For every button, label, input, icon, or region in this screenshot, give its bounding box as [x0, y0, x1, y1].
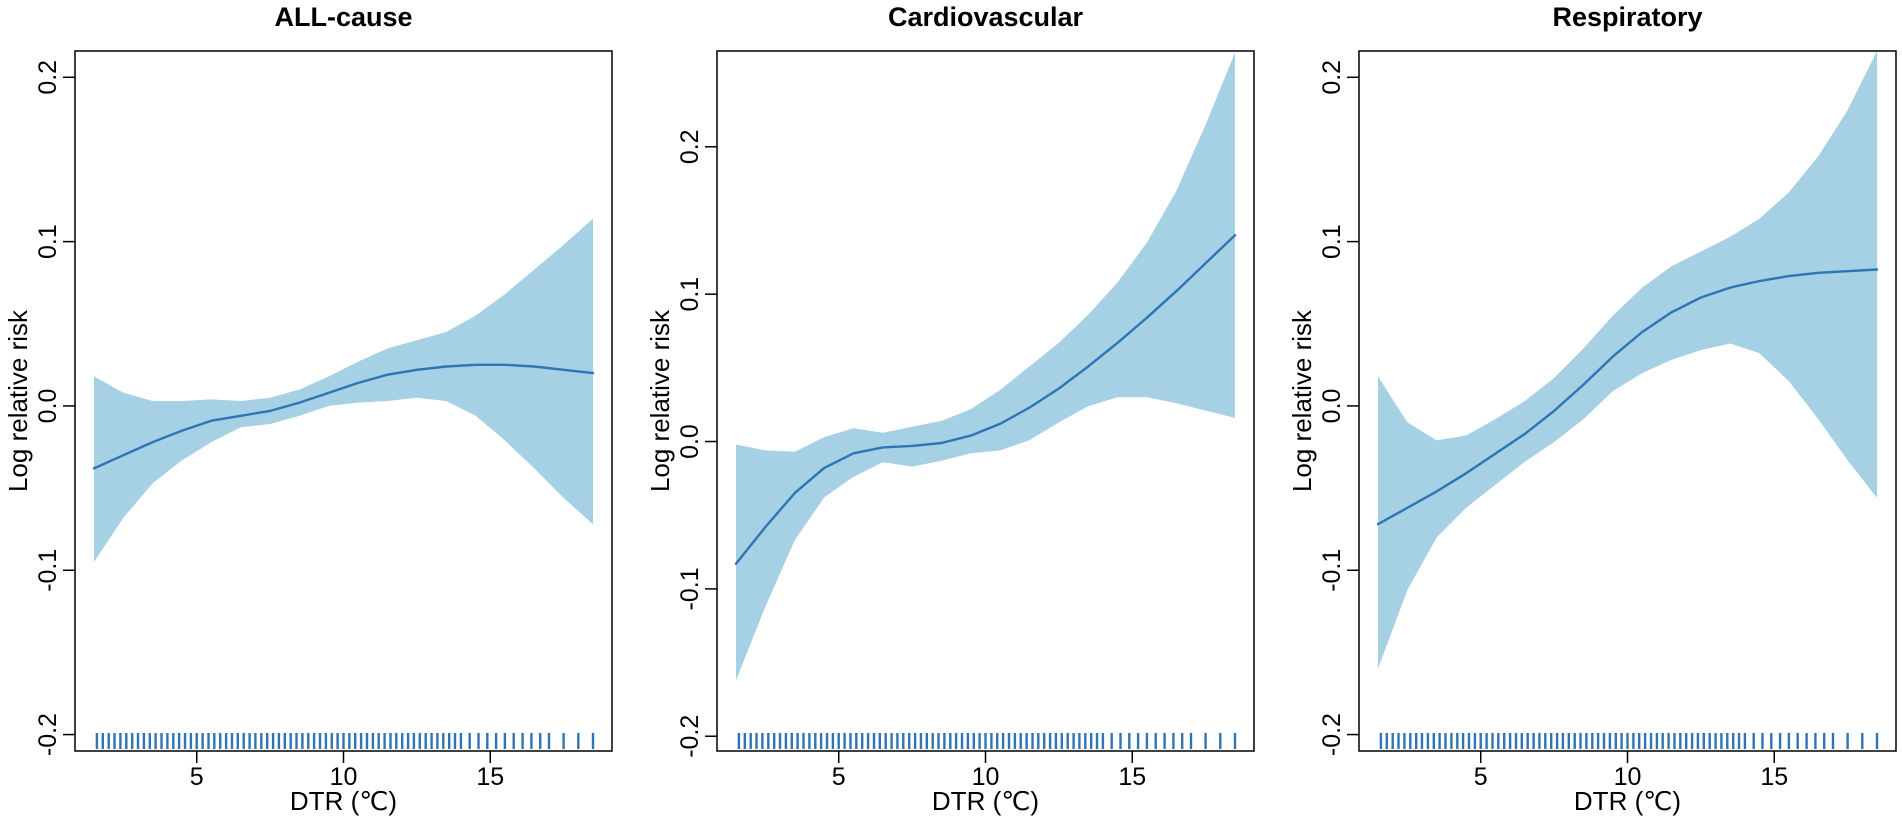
x-axis-label: DTR (℃) — [290, 786, 397, 816]
x-tick-label: 5 — [190, 763, 204, 791]
y-tick-label: -0.1 — [34, 549, 62, 592]
y-tick-label: 0.1 — [34, 224, 62, 259]
x-tick-label: 10 — [972, 763, 1000, 791]
ci-band — [736, 52, 1235, 681]
x-tick-label: 5 — [1474, 763, 1488, 791]
x-tick-label: 15 — [1760, 763, 1788, 791]
y-tick-label: 0.0 — [1318, 389, 1346, 424]
y-tick-label: 0.2 — [1318, 60, 1346, 95]
y-tick-label: -0.2 — [1318, 713, 1346, 756]
y-tick-label: -0.2 — [676, 715, 704, 758]
y-tick-label: -0.1 — [1318, 549, 1346, 592]
y-tick-label: 0.2 — [34, 60, 62, 95]
y-axis-label: Log relative risk — [3, 309, 33, 492]
y-axis-label: Log relative risk — [645, 309, 675, 492]
estimate-line — [92, 363, 595, 470]
y-tick-label: 0.2 — [676, 129, 704, 164]
chart-title: Respiratory — [1552, 2, 1702, 32]
panel-2: 5 10 15 -0.2 -0.1 0.0 0.1 0.2 Cardiovascular DTR … — [645, 2, 1255, 816]
x-tick-label: 5 — [832, 763, 846, 791]
chart-title: ALL-cause — [274, 2, 412, 32]
y-tick-label: 0.1 — [1318, 224, 1346, 259]
x-tick-label: 15 — [1118, 763, 1146, 791]
panel-1: 5 10 15 -0.2 -0.1 0.0 0.1 0.2 ALL-cause DTR (℃) Lo… — [3, 2, 613, 816]
y-tick-label: -0.2 — [34, 713, 62, 756]
y-tick-label: 0.1 — [676, 277, 704, 312]
y-tick-label: 0.0 — [676, 424, 704, 459]
y-tick-label: 0.0 — [34, 389, 62, 424]
estimate-line — [1376, 268, 1879, 526]
x-axis-label: DTR (℃) — [932, 786, 1039, 816]
x-tick-label: 10 — [1614, 763, 1642, 791]
x-tick-label: 15 — [476, 763, 504, 791]
x-tick-label: 10 — [330, 763, 358, 791]
y-tick-label: -0.1 — [676, 567, 704, 610]
x-axis-label: DTR (℃) — [1574, 786, 1681, 816]
estimate-line — [734, 233, 1237, 565]
ci-band — [1378, 51, 1877, 669]
panel-3: 5 10 15 -0.2 -0.1 0.0 0.1 0.2 Respiratory DTR (℃)… — [1287, 2, 1897, 816]
ci-band — [94, 218, 593, 562]
y-axis-label: Log relative risk — [1287, 309, 1317, 492]
chart-title: Cardiovascular — [888, 2, 1084, 32]
